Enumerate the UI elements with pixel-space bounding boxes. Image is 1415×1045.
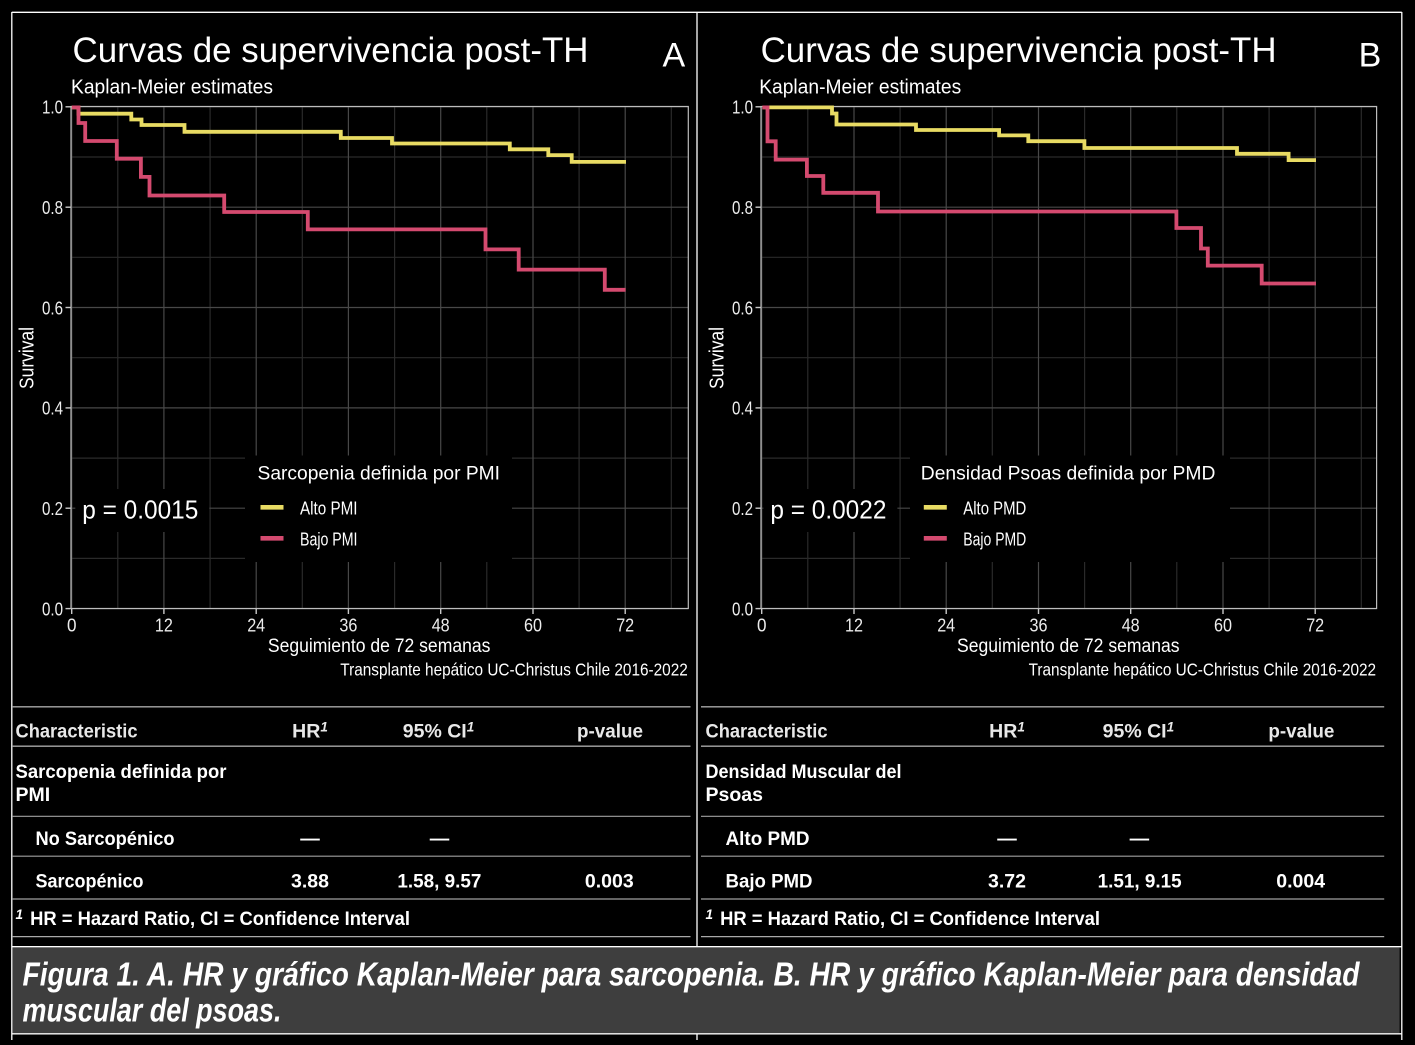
svg-text:muscular del psoas.: muscular del psoas.	[23, 991, 282, 1029]
svg-text:p = 0.0015: p = 0.0015	[82, 495, 198, 525]
svg-text:0: 0	[757, 616, 767, 636]
svg-text:72: 72	[616, 616, 634, 636]
svg-text:Transplante hepático UC-Christ: Transplante hepático UC-Christus Chile 2…	[1029, 660, 1377, 680]
svg-text:Alto PMD: Alto PMD	[726, 828, 810, 850]
svg-text:Sarcopénico: Sarcopénico	[36, 871, 144, 893]
svg-text:—: —	[300, 828, 320, 850]
svg-text:1.0: 1.0	[42, 98, 63, 118]
svg-text:12: 12	[845, 616, 863, 636]
svg-text:Densidad Psoas definida por PM: Densidad Psoas definida por PMD	[921, 463, 1216, 485]
svg-text:Transplante hepático UC-Christ: Transplante hepático UC-Christus Chile 2…	[340, 660, 688, 680]
svg-text:Sarcopenia definida por PMI: Sarcopenia definida por PMI	[258, 463, 501, 485]
svg-text:No Sarcopénico: No Sarcopénico	[36, 828, 175, 850]
svg-text:1 HR = Hazard Ratio, CI = Conf: 1 HR = Hazard Ratio, CI = Confidence Int…	[706, 907, 1101, 930]
svg-text:0.4: 0.4	[732, 399, 753, 419]
svg-text:0.8: 0.8	[42, 198, 63, 218]
svg-text:48: 48	[432, 616, 450, 636]
svg-text:0.2: 0.2	[42, 499, 63, 519]
svg-text:HR1: HR1	[989, 720, 1025, 743]
svg-text:3.88: 3.88	[291, 871, 329, 893]
svg-text:3.72: 3.72	[988, 871, 1026, 893]
svg-text:36: 36	[339, 616, 357, 636]
svg-text:24: 24	[937, 616, 955, 636]
svg-text:Characteristic: Characteristic	[706, 721, 828, 743]
svg-text:95% CI1: 95% CI1	[1103, 720, 1174, 743]
svg-text:0.8: 0.8	[732, 198, 753, 218]
svg-text:1.58, 9.57: 1.58, 9.57	[397, 871, 481, 893]
svg-text:72: 72	[1306, 616, 1324, 636]
svg-text:Bajo PMI: Bajo PMI	[300, 530, 358, 550]
svg-text:Sarcopenia definida por: Sarcopenia definida por	[16, 761, 227, 783]
svg-text:95% CI1: 95% CI1	[403, 720, 474, 743]
svg-text:36: 36	[1030, 616, 1048, 636]
svg-text:B: B	[1359, 36, 1382, 74]
svg-text:Densidad Muscular del: Densidad Muscular del	[706, 761, 902, 783]
svg-text:60: 60	[524, 616, 542, 636]
svg-text:Curvas de supervivencia post-T: Curvas de supervivencia post-TH	[761, 31, 1277, 70]
svg-text:1 HR = Hazard Ratio, CI = Conf: 1 HR = Hazard Ratio, CI = Confidence Int…	[16, 907, 411, 930]
svg-text:HR1: HR1	[292, 720, 328, 743]
svg-text:—: —	[1130, 828, 1150, 850]
svg-text:60: 60	[1214, 616, 1232, 636]
svg-text:Alto PMD: Alto PMD	[963, 499, 1026, 519]
svg-text:0.004: 0.004	[1276, 871, 1325, 893]
svg-text:0.6: 0.6	[42, 298, 63, 318]
svg-text:Kaplan-Meier estimates: Kaplan-Meier estimates	[71, 76, 273, 99]
svg-text:0: 0	[67, 616, 77, 636]
svg-text:Seguimiento de 72 semanas: Seguimiento de 72 semanas	[268, 636, 491, 657]
svg-text:0.0: 0.0	[732, 599, 753, 619]
svg-text:0.2: 0.2	[732, 499, 753, 519]
svg-text:0.0: 0.0	[42, 599, 63, 619]
svg-text:Alto PMI: Alto PMI	[300, 499, 358, 519]
svg-text:Seguimiento de 72 semanas: Seguimiento de 72 semanas	[957, 636, 1180, 657]
svg-text:12: 12	[155, 616, 173, 636]
svg-text:p = 0.0022: p = 0.0022	[770, 495, 886, 525]
svg-text:24: 24	[247, 616, 265, 636]
svg-text:0.4: 0.4	[42, 399, 63, 419]
svg-text:1.0: 1.0	[732, 98, 753, 118]
svg-text:Survival: Survival	[17, 327, 39, 389]
svg-text:—: —	[430, 828, 450, 850]
svg-text:48: 48	[1122, 616, 1140, 636]
svg-text:Psoas: Psoas	[706, 784, 764, 806]
svg-text:A: A	[663, 36, 686, 74]
svg-text:Bajo PMD: Bajo PMD	[963, 530, 1026, 550]
svg-text:Kaplan-Meier estimates: Kaplan-Meier estimates	[759, 76, 961, 99]
svg-text:Characteristic: Characteristic	[16, 721, 138, 743]
svg-text:Survival: Survival	[707, 327, 729, 389]
svg-text:Figura 1. A. HR y gráfico Kapl: Figura 1. A. HR y gráfico Kaplan-Meier p…	[23, 955, 1361, 993]
svg-text:p-value: p-value	[1268, 721, 1334, 743]
svg-text:1.51, 9.15: 1.51, 9.15	[1098, 871, 1182, 893]
svg-text:0.003: 0.003	[585, 871, 634, 893]
svg-text:0.6: 0.6	[732, 298, 753, 318]
svg-text:PMI: PMI	[16, 784, 51, 806]
svg-text:—: —	[997, 828, 1017, 850]
svg-text:Curvas de supervivencia post-T: Curvas de supervivencia post-TH	[73, 31, 589, 70]
svg-text:Bajo PMD: Bajo PMD	[726, 871, 813, 893]
svg-text:p-value: p-value	[577, 721, 643, 743]
